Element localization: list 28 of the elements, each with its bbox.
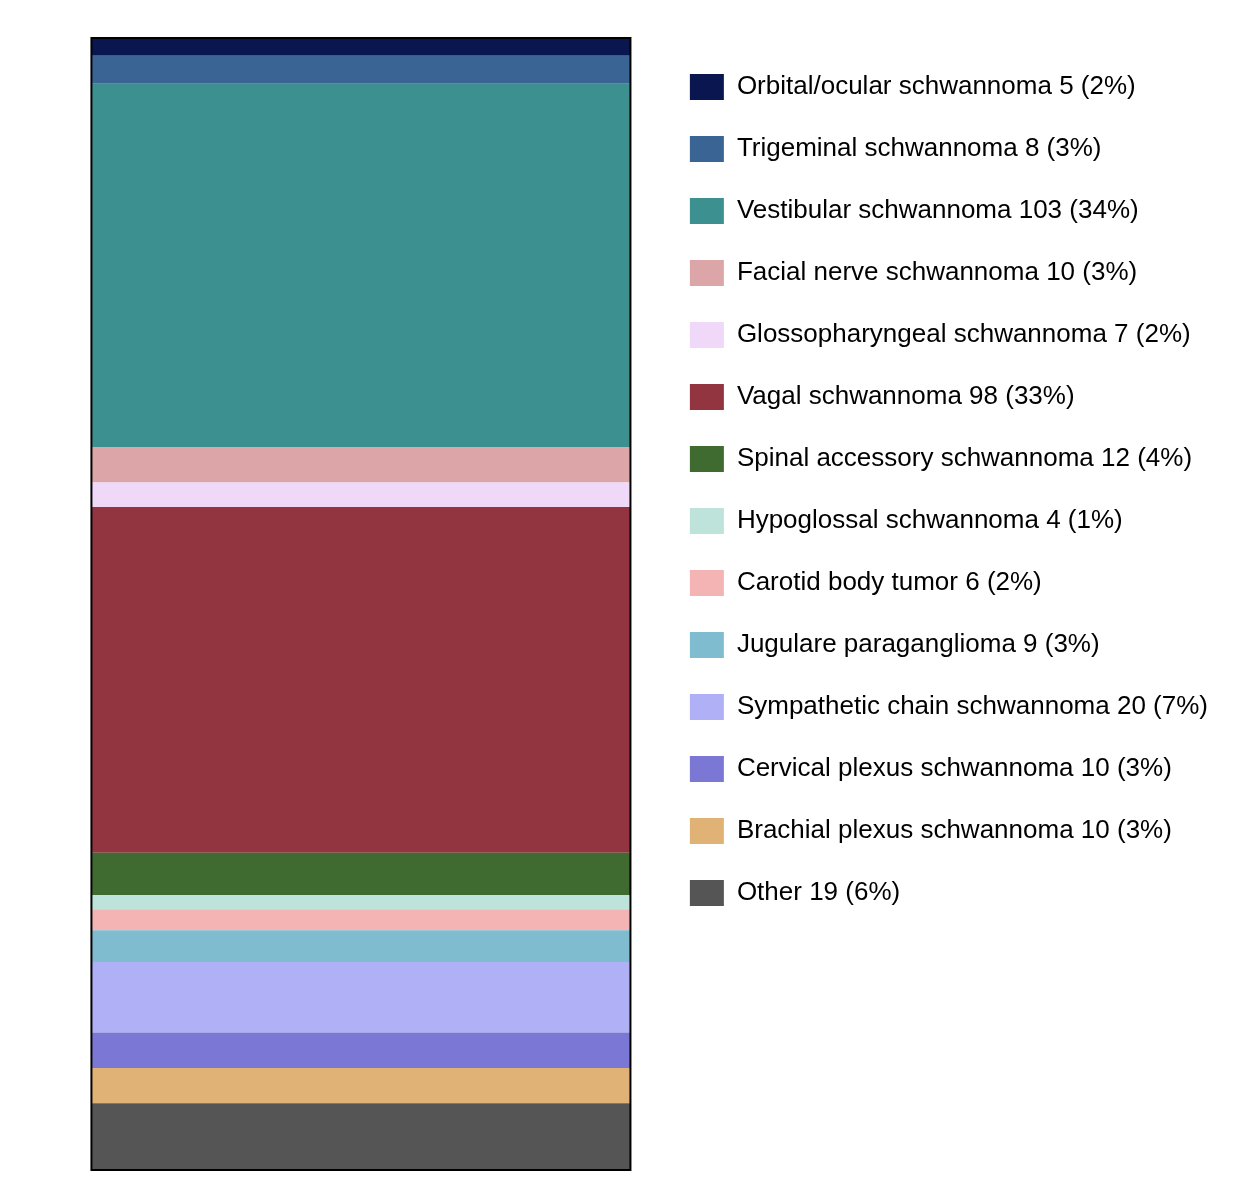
bar	[91, 507, 631, 853]
bar	[91, 55, 631, 84]
legend-label: Sympathetic chain schwannoma 20 (7%)	[736, 690, 1208, 721]
legend-label: Vestibular schwannoma 103 (34%)	[736, 194, 1139, 225]
bar	[91, 962, 631, 1033]
bar	[91, 482, 631, 508]
bar	[91, 895, 631, 910]
legend-label: Carotid body tumor 6 (2%)	[736, 566, 1042, 597]
legend-label: Glossopharyngeal schwannoma 7 (2%)	[736, 318, 1191, 349]
legend-label: Facial nerve schwannoma 10 (3%)	[736, 256, 1138, 287]
legend-label: Trigeminal schwannoma 8 (3%)	[736, 132, 1102, 163]
bar	[91, 909, 631, 931]
bar	[91, 447, 631, 483]
bar	[91, 930, 631, 963]
bar	[91, 1103, 631, 1170]
legend-label: Vagal schwannoma 98 (33%)	[736, 380, 1075, 411]
legend-label: Other 19 (6%)	[736, 876, 901, 907]
bar	[91, 83, 631, 448]
legend-label: Hypoglossal schwannoma 4 (1%)	[736, 504, 1123, 535]
bar	[91, 1067, 631, 1104]
legend-label: Brachial plexus schwannoma 10 (3%)	[736, 814, 1172, 845]
legend-label: Cervical plexus schwannoma 10 (3%)	[736, 752, 1172, 783]
bar	[91, 38, 631, 56]
bar	[91, 852, 631, 896]
legend-label: Spinal accessory schwannoma 12 (4%)	[736, 442, 1193, 473]
legend-label: Jugulare paraganglioma 9 (3%)	[736, 628, 1100, 659]
legend-label: Orbital/ocular schwannoma 5 (2%)	[736, 70, 1136, 101]
bar	[91, 1032, 631, 1068]
